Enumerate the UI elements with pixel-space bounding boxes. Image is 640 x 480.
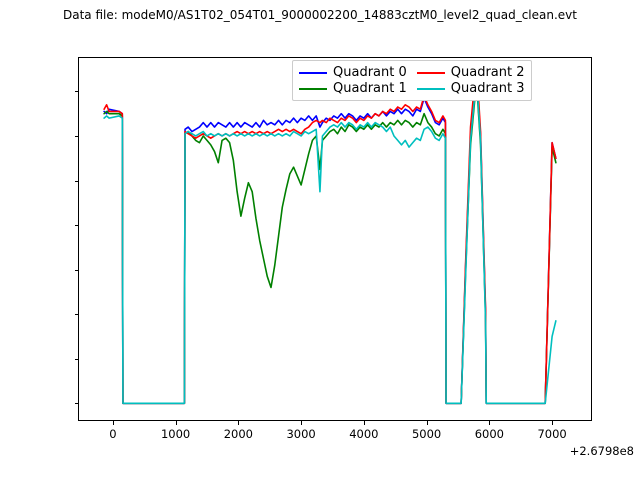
series-svg	[103, 68, 557, 405]
x-tick-label: 6000	[474, 427, 504, 441]
y-tick-mark	[74, 269, 78, 271]
x-tick-mark	[552, 421, 554, 425]
legend-entry: Quadrant 0	[299, 65, 407, 80]
plot-area	[78, 57, 592, 421]
legend-label: Quadrant 3	[450, 81, 525, 96]
x-tick-mark	[301, 421, 303, 425]
page-title: Data file: modeM0/AS1T02_054T01_90000022…	[63, 8, 577, 22]
x-tick-label: 1000	[160, 427, 191, 441]
legend-label: Quadrant 0	[333, 65, 407, 80]
y-tick-mark	[74, 403, 78, 405]
x-tick-label: 7000	[537, 427, 567, 441]
x-tick-label: 3000	[286, 427, 316, 441]
x-tick-mark	[363, 421, 365, 425]
y-tick-mark	[74, 225, 78, 227]
x-tick-mark	[489, 421, 491, 425]
series-line-1	[103, 86, 557, 405]
legend-entry: Quadrant 1	[299, 81, 407, 96]
y-tick-mark	[74, 91, 78, 93]
legend-swatch-icon	[416, 71, 445, 74]
x-tick-label: 2000	[223, 427, 253, 441]
x-tick-label: 4000	[349, 427, 379, 441]
y-tick-mark	[74, 314, 78, 316]
legend-entry: Quadrant 2	[416, 65, 525, 80]
x-tick-label: 0	[109, 427, 117, 441]
x-tick-label: 5000	[411, 427, 442, 441]
series-line-0	[103, 77, 557, 405]
x-tick-mark	[175, 421, 177, 425]
y-tick-mark	[74, 358, 78, 360]
legend-label: Quadrant 1	[333, 81, 407, 96]
x-tick-mark	[426, 421, 428, 425]
legend-entry: Quadrant 3	[416, 81, 525, 96]
x-axis-offset-label: +2.6798e8	[569, 444, 634, 458]
legend-swatch-icon	[299, 87, 327, 90]
legend-swatch-icon	[416, 87, 445, 90]
legend-label: Quadrant 2	[450, 65, 525, 80]
x-tick-mark	[238, 421, 240, 425]
series-line-2	[103, 68, 557, 405]
chart-legend: Quadrant 0 Quadrant 2 Quadrant 1 Quadrant 3	[292, 60, 532, 101]
x-tick-mark	[112, 421, 114, 425]
legend-swatch-icon	[299, 71, 327, 74]
series-line-3	[103, 81, 557, 405]
y-tick-mark	[74, 135, 78, 137]
y-tick-mark	[74, 180, 78, 182]
